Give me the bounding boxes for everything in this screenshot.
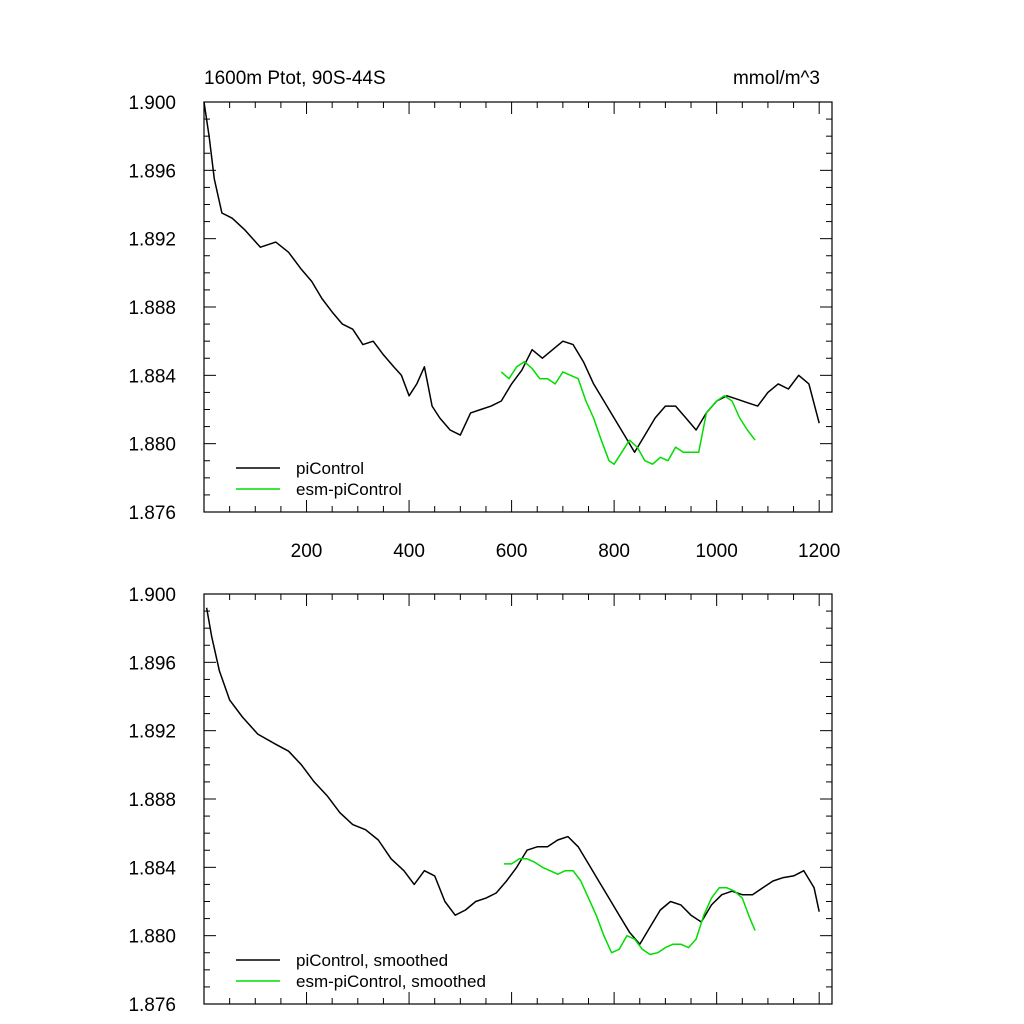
- legend-label: piControl, smoothed: [296, 951, 448, 970]
- y-tick-label: 1.892: [128, 230, 176, 251]
- x-tick-label: 400: [393, 541, 425, 562]
- x-tick-label: 600: [496, 541, 528, 562]
- x-tick-label: 1000: [696, 541, 738, 562]
- y-tick-label: 1.896: [128, 653, 176, 674]
- plot-frame: [203, 101, 833, 513]
- series-line-1: [500, 360, 756, 465]
- units-label: mmol/m^3: [733, 68, 820, 89]
- chart-title: 1600m Ptot, 90S-44S: [204, 68, 386, 89]
- y-tick-label: 1.884: [128, 366, 176, 387]
- top-panel: 1600m Ptot, 90S-44S mmol/m^3 200 400 600 80…: [128, 68, 840, 562]
- y-tick-label: 1.892: [128, 722, 176, 743]
- y-tick-label: 1.900: [128, 585, 176, 606]
- legend-label: esm-piControl, smoothed: [296, 972, 486, 991]
- legend-label: esm-piControl: [296, 480, 402, 499]
- series-line-0: [205, 607, 820, 945]
- y-tick-label: 1.900: [128, 93, 176, 114]
- x-tick-label: 800: [598, 541, 630, 562]
- plot-frame: [203, 593, 833, 1005]
- x-tick-label: 1200: [798, 541, 840, 562]
- series-line-1: [503, 858, 756, 956]
- series-line-0: [203, 101, 820, 453]
- x-tick-label: 200: [291, 541, 323, 562]
- y-tick-label: 1.880: [128, 435, 176, 456]
- y-tick-label: 1.880: [128, 927, 176, 948]
- y-tick-label: 1.884: [128, 858, 176, 879]
- legend-label: piControl: [296, 459, 364, 478]
- y-tick-label: 1.888: [128, 298, 176, 319]
- bottom-panel: 1.876 1.880 1.884 1.888 1.892 1.896 1.900 piCon…: [128, 585, 833, 1016]
- y-tick-label: 1.876: [128, 503, 176, 524]
- y-tick-label: 1.876: [128, 995, 176, 1016]
- y-tick-label: 1.888: [128, 790, 176, 811]
- y-tick-label: 1.896: [128, 161, 176, 182]
